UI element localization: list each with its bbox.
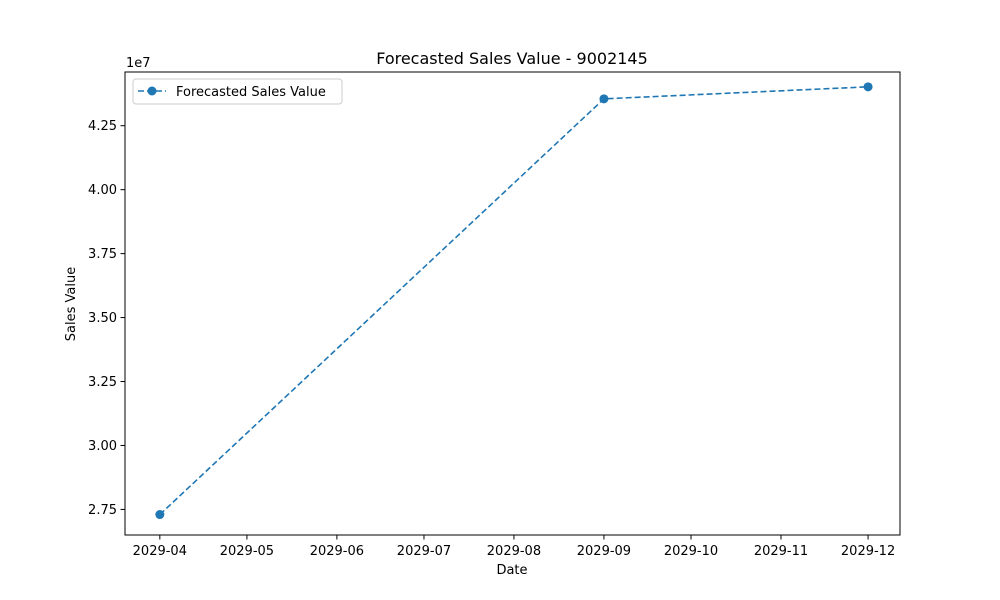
y-tick-label: 3.00 <box>88 439 117 454</box>
x-tick-label: 2029-08 <box>487 544 541 559</box>
y-tick-label: 3.50 <box>88 311 117 326</box>
chart-title: Forecasted Sales Value - 9002145 <box>376 49 648 68</box>
y-tick-label: 4.00 <box>88 183 117 198</box>
x-axis-label: Date <box>496 563 527 578</box>
x-tick-label: 2029-07 <box>397 544 451 559</box>
x-tick-label: 2029-05 <box>220 544 274 559</box>
y-tick-label: 2.75 <box>88 503 117 518</box>
x-tick-label: 2029-09 <box>577 544 631 559</box>
x-tick-label: 2029-11 <box>754 544 808 559</box>
x-tick-label: 2029-06 <box>310 544 364 559</box>
y-tick-label: 4.25 <box>88 119 117 134</box>
plot-area: 2029-04 2029-05 2029-06 2029-07 2029-08 2029-… <box>88 71 901 559</box>
data-point <box>599 94 609 104</box>
legend-entry-label: Forecasted Sales Value <box>176 85 326 100</box>
y-axis-offset-label: 1e7 <box>126 56 151 71</box>
data-point <box>863 82 873 92</box>
y-tick-label: 3.25 <box>88 375 117 390</box>
legend-marker-sample <box>147 86 157 96</box>
axes-frame <box>124 71 901 536</box>
y-axis-label: Sales Value <box>64 267 79 341</box>
y-tick-label: 3.75 <box>88 247 117 262</box>
x-tick-label: 2029-04 <box>133 544 187 559</box>
data-point <box>155 510 165 520</box>
x-tick-label: 2029-10 <box>664 544 718 559</box>
legend: Forecasted Sales Value <box>132 78 343 105</box>
legend-box <box>132 78 343 105</box>
x-tick-label: 2029-12 <box>841 544 895 559</box>
